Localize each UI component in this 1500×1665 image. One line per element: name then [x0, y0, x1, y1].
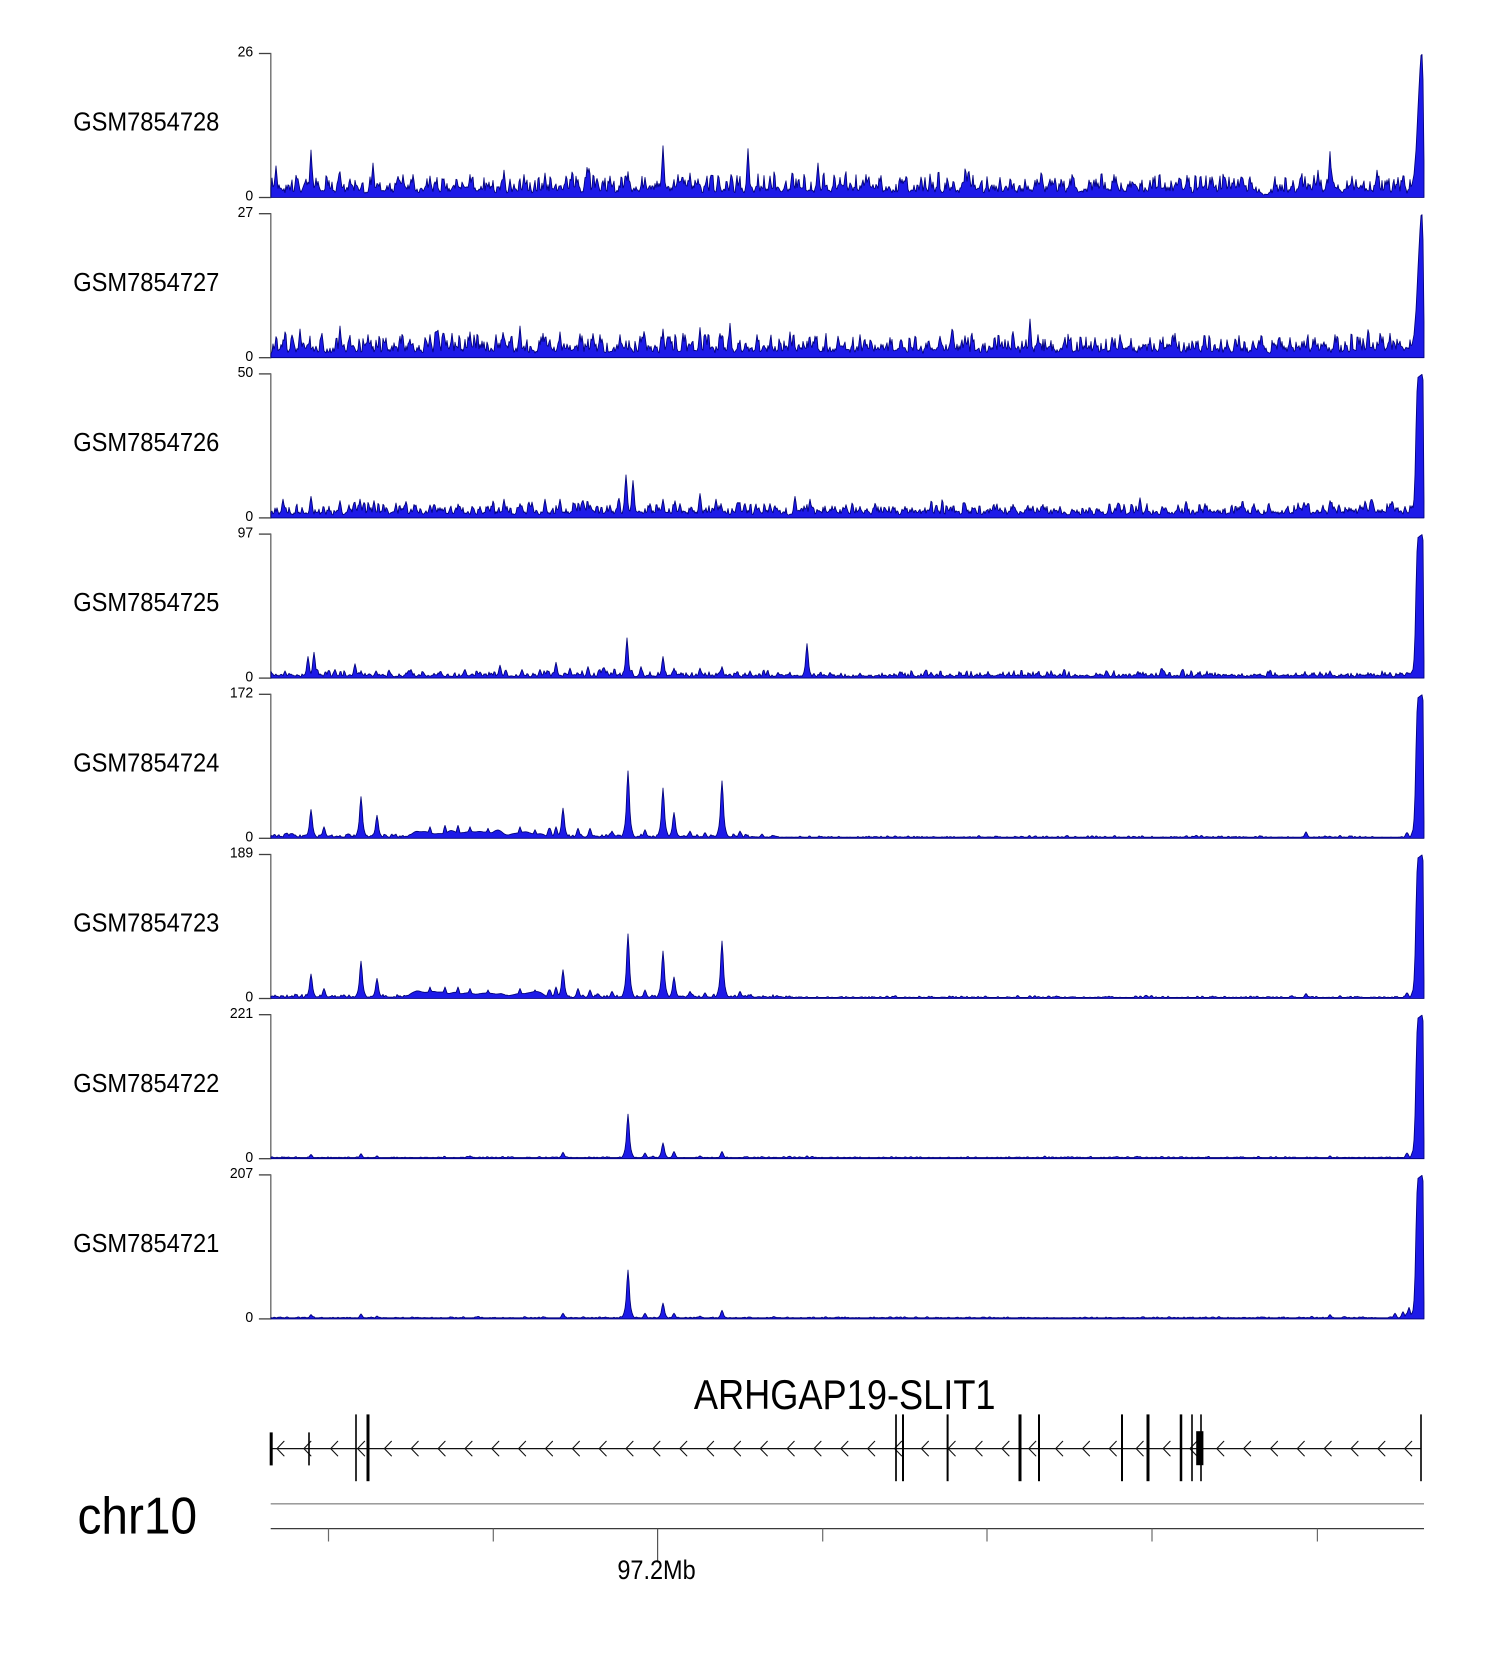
svg-text:GSM7854725: GSM7854725 — [73, 588, 219, 617]
svg-text:26: 26 — [238, 44, 254, 61]
svg-text:50: 50 — [238, 365, 254, 382]
svg-text:0: 0 — [245, 348, 253, 365]
svg-text:0: 0 — [245, 669, 253, 686]
svg-text:97.2Mb: 97.2Mb — [617, 1556, 695, 1586]
svg-text:GSM7854726: GSM7854726 — [73, 428, 219, 457]
svg-text:0: 0 — [245, 188, 253, 205]
svg-text:0: 0 — [245, 829, 253, 846]
svg-text:0: 0 — [245, 1149, 253, 1166]
svg-text:0: 0 — [245, 1310, 253, 1327]
svg-text:GSM7854724: GSM7854724 — [73, 748, 219, 777]
svg-text:221: 221 — [230, 1005, 253, 1022]
svg-text:172: 172 — [230, 685, 253, 702]
svg-text:0: 0 — [245, 989, 253, 1006]
svg-text:GSM7854727: GSM7854727 — [73, 268, 219, 297]
svg-text:GSM7854721: GSM7854721 — [73, 1229, 219, 1258]
svg-text:27: 27 — [238, 204, 254, 221]
svg-text:0: 0 — [245, 509, 253, 526]
svg-text:GSM7854723: GSM7854723 — [73, 908, 219, 937]
svg-text:ARHGAP19-SLIT1: ARHGAP19-SLIT1 — [694, 1373, 996, 1419]
svg-text:97: 97 — [238, 525, 254, 542]
svg-text:207: 207 — [230, 1166, 253, 1183]
svg-text:189: 189 — [230, 845, 253, 862]
svg-text:GSM7854728: GSM7854728 — [73, 107, 219, 136]
svg-text:chr10: chr10 — [78, 1487, 198, 1545]
svg-text:GSM7854722: GSM7854722 — [73, 1069, 219, 1098]
